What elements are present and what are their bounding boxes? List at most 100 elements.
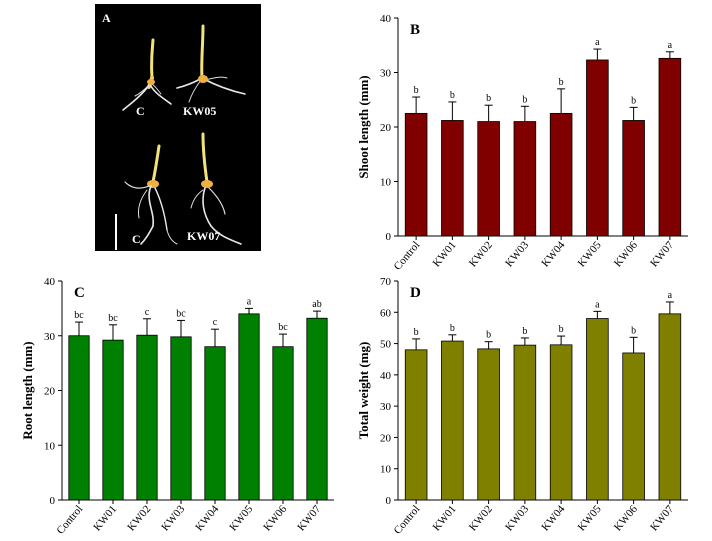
significance-label: b — [414, 327, 419, 338]
significance-label: b — [559, 77, 564, 88]
significance-label: b — [522, 94, 527, 105]
chart-panel-b: 0 10 20 30 40 Shoot length (mm) Bb Control b KW01… — [356, 13, 688, 273]
seedling-control-1 — [122, 38, 172, 111]
bar-kw02 — [136, 334, 158, 501]
significance-label: bc — [108, 313, 118, 324]
x-category-label: KW06 — [612, 503, 640, 534]
y-axis-title: Shoot length (mm) — [356, 75, 371, 178]
significance-label: b — [414, 85, 419, 96]
x-category-label: KW03 — [159, 503, 187, 534]
significance-label: b — [559, 324, 564, 335]
y-tick-label: 30 — [380, 68, 392, 80]
bar-kw07 — [658, 313, 682, 501]
y-tick-label: 40 — [380, 13, 392, 25]
panel-letter: C — [74, 285, 85, 301]
x-category-label: KW01 — [431, 503, 459, 533]
bar-kw06 — [622, 120, 645, 237]
panel-letter: D — [410, 285, 421, 301]
significance-label: a — [668, 40, 673, 51]
x-category-label: KW04 — [539, 503, 567, 534]
significance-label: a — [668, 290, 673, 301]
x-category-label: KW03 — [503, 503, 531, 534]
bar-kw05 — [238, 313, 260, 501]
y-tick-label: 30 — [44, 331, 56, 343]
y-tick-label: 10 — [380, 464, 392, 476]
significance-label: b — [631, 95, 636, 106]
bar-kw01 — [102, 339, 124, 501]
x-category-label: KW07 — [295, 503, 323, 534]
y-tick-label: 40 — [380, 370, 392, 382]
bar-control — [404, 112, 428, 237]
y-tick-label: 40 — [44, 276, 56, 288]
significance-label: b — [450, 323, 455, 334]
x-category-label: KW02 — [467, 503, 495, 533]
significance-label: b — [486, 93, 491, 104]
chart-panel-d: 0 10 20 30 40 50 60 70 Total weight (mg) Db Contro… — [356, 276, 688, 537]
x-category-label: KW05 — [576, 503, 604, 534]
photo-label-kw05: KW05 — [183, 104, 216, 118]
y-tick-label: 10 — [380, 177, 392, 189]
y-axis-title: Root length (mm) — [20, 341, 35, 439]
y-axis-title: Total weight (mg) — [356, 342, 371, 440]
y-tick-label: 10 — [44, 440, 56, 452]
panel-letter: B — [410, 22, 420, 38]
x-category-label: KW04 — [193, 503, 221, 534]
x-category-label: KW05 — [227, 503, 255, 534]
significance-label: a — [247, 296, 252, 307]
significance-label: b — [450, 90, 455, 101]
seedling-photo: A — [102, 11, 246, 250]
seedling-control-2 — [124, 144, 178, 245]
x-category-label: KW06 — [612, 239, 640, 270]
photo-panel-letter: A — [102, 11, 111, 25]
photo-label-kw07: KW07 — [187, 229, 220, 243]
y-tick-label: 60 — [380, 307, 392, 319]
seedling-photo-panel: A — [95, 4, 261, 251]
significance-label: bc — [74, 310, 84, 321]
photo-label-c-bottom: C — [132, 232, 141, 246]
bar-kw02 — [477, 121, 500, 237]
significance-label: b — [631, 325, 636, 336]
bar-kw02 — [477, 348, 500, 501]
bar-kw06 — [622, 352, 645, 501]
significance-label: a — [595, 299, 600, 310]
x-category-label: Control — [54, 503, 85, 536]
x-category-label: KW07 — [648, 239, 676, 270]
seedling-kw07 — [190, 132, 242, 245]
x-category-label: KW02 — [467, 239, 495, 269]
bar-kw05 — [586, 59, 609, 237]
bar-kw03 — [170, 336, 192, 501]
y-tick-label: 20 — [380, 432, 392, 444]
y-tick-label: 50 — [380, 339, 392, 351]
significance-label: c — [145, 307, 150, 318]
photo-label-c-top: C — [136, 104, 145, 118]
x-category-label: KW06 — [261, 503, 289, 534]
x-category-label: KW01 — [91, 503, 119, 533]
x-category-label: Control — [392, 503, 423, 536]
y-tick-label: 70 — [380, 276, 392, 288]
bar-kw01 — [441, 120, 464, 237]
y-tick-label: 20 — [44, 386, 56, 398]
bar-kw04 — [549, 112, 573, 237]
bar-kw05 — [586, 318, 609, 501]
x-category-label: KW01 — [431, 239, 459, 269]
bar-kw01 — [441, 340, 464, 501]
bar-kw03 — [513, 121, 537, 237]
significance-label: a — [595, 37, 600, 48]
x-category-label: KW07 — [648, 503, 676, 534]
significance-label: bc — [278, 322, 288, 333]
x-category-label: KW02 — [125, 503, 153, 533]
bar-kw04 — [549, 344, 573, 501]
significance-label: b — [486, 330, 491, 341]
bar-control — [68, 335, 90, 501]
bar-control — [404, 349, 428, 501]
chart-panel-c: 0 10 20 30 40 Root length (mm) Cbc Control bc KW0… — [20, 276, 334, 537]
y-tick-label: 0 — [386, 231, 392, 243]
y-tick-label: 30 — [380, 401, 392, 413]
significance-label: bc — [176, 308, 186, 319]
y-tick-label: 0 — [386, 495, 392, 507]
x-category-label: KW04 — [539, 239, 567, 270]
y-tick-label: 0 — [50, 495, 56, 507]
x-category-label: KW05 — [576, 239, 604, 270]
bar-kw06 — [272, 346, 294, 501]
